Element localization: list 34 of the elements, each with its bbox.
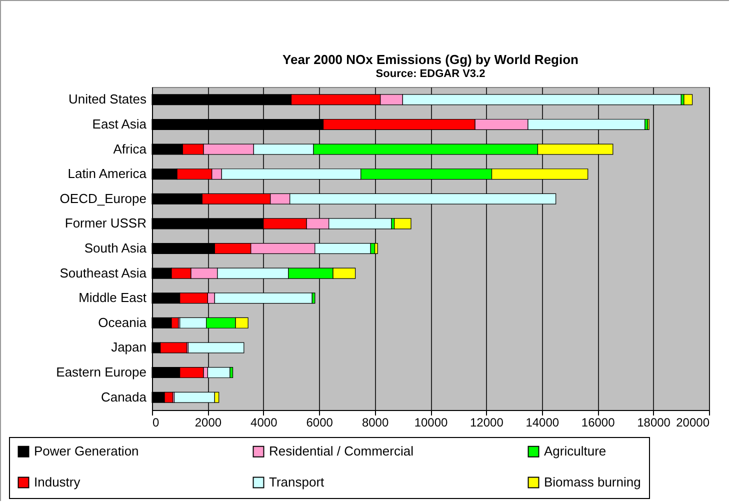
chart-subtitle: Source: EDGAR V3.2 bbox=[376, 68, 486, 80]
legend-label: Industry bbox=[34, 474, 81, 490]
x-tick-label: 4000 bbox=[250, 416, 278, 430]
x-tick-label: 8000 bbox=[362, 416, 389, 430]
y-tick-label: Africa bbox=[113, 141, 148, 156]
x-tick-label: 14000 bbox=[526, 416, 560, 430]
y-tick-label: Southeast Asia bbox=[60, 265, 148, 280]
y-tick-label: United States bbox=[68, 92, 147, 107]
x-tick-label: 0 bbox=[152, 416, 160, 430]
x-tick-label: 12000 bbox=[470, 416, 504, 430]
x-tick-label: 20000 bbox=[676, 416, 710, 430]
chart-title: Year 2000 NOx Emissions (Gg) by World Region bbox=[282, 52, 579, 67]
x-tick-label: 18000 bbox=[637, 416, 671, 430]
legend-label: Power Generation bbox=[34, 444, 139, 459]
y-tick-label: South Asia bbox=[84, 240, 148, 256]
legend-label: Biomass burning bbox=[544, 474, 641, 490]
x-tick-label: 6000 bbox=[306, 416, 334, 430]
y-tick-label: Oceania bbox=[98, 314, 148, 330]
x-tick-label: 2000 bbox=[194, 416, 222, 430]
y-tick-label: Canada bbox=[100, 389, 148, 404]
y-tick-label: Former USSR bbox=[64, 216, 146, 231]
legend-label: Agriculture bbox=[544, 444, 606, 459]
legend-label: Residential / Commercial bbox=[269, 444, 414, 459]
y-tick-label: East Asia bbox=[92, 116, 148, 132]
y-tick-label: Latin America bbox=[68, 166, 148, 182]
y-tick-label: Middle East bbox=[78, 290, 147, 306]
y-tick-label: Eastern Europe bbox=[56, 364, 146, 380]
bar bbox=[394, 218, 412, 230]
y-tick-label: Japan bbox=[111, 340, 146, 355]
legend-label: Transport bbox=[269, 474, 325, 490]
x-tick-label: 16000 bbox=[581, 416, 616, 430]
y-tick-label: OECD_Europe bbox=[60, 190, 146, 206]
bar bbox=[684, 94, 693, 106]
x-tick-label: 10000 bbox=[414, 416, 448, 430]
